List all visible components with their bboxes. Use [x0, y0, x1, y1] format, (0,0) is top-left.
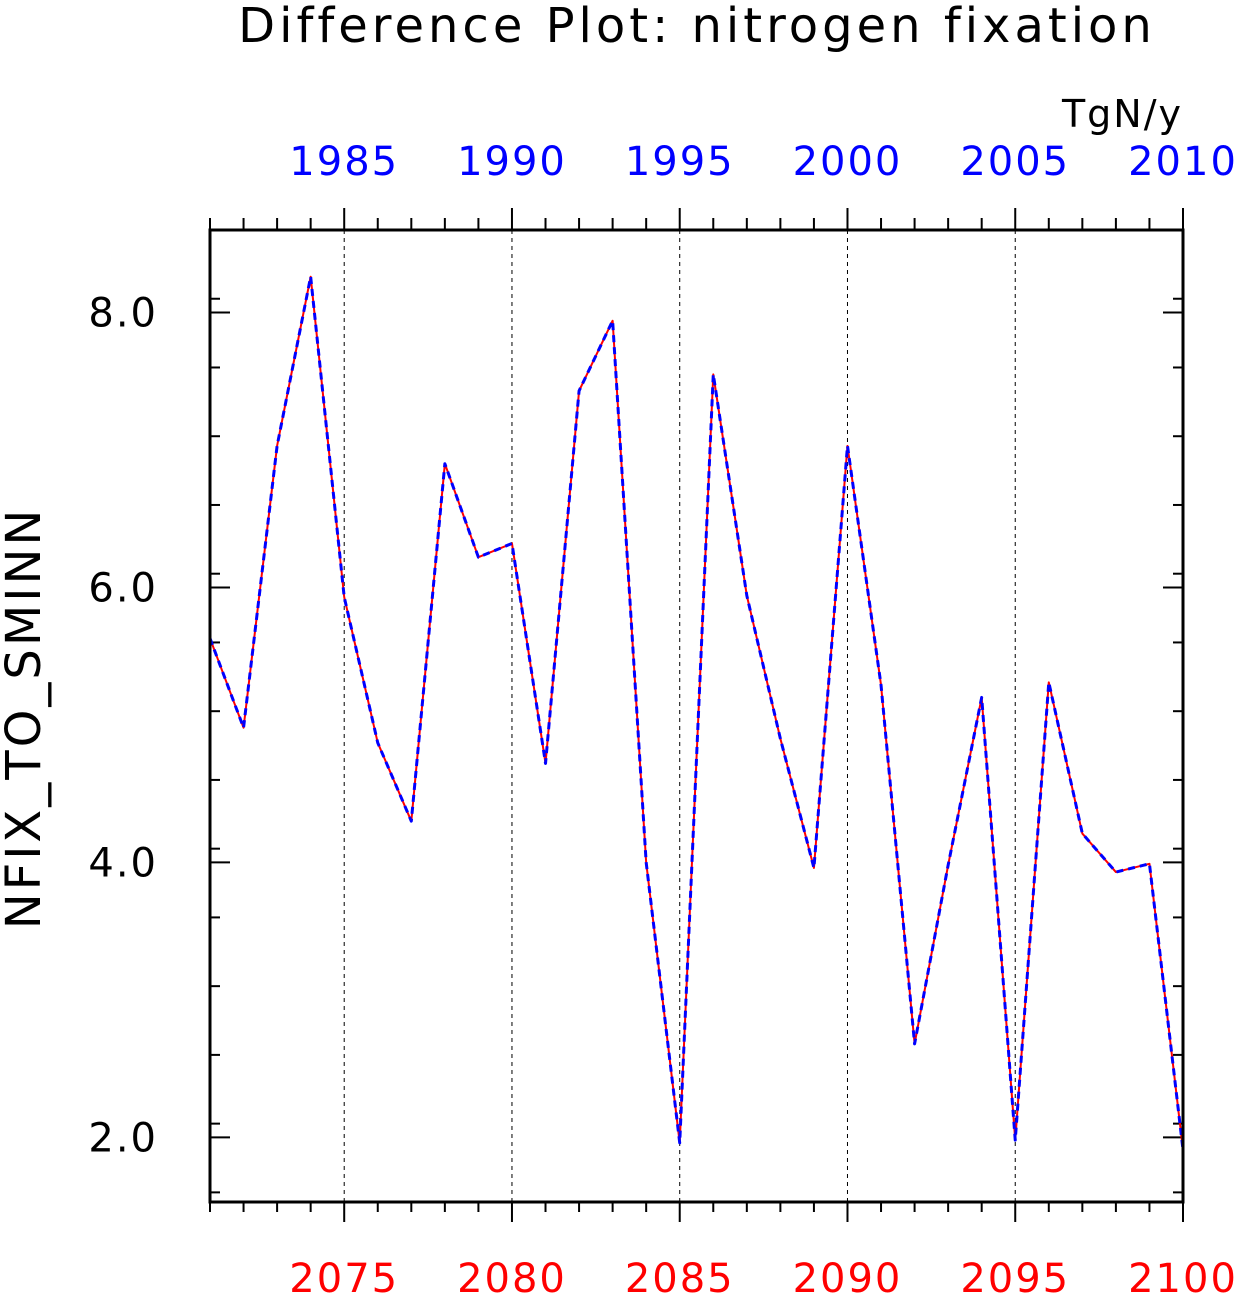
x-bottom-tick-label: 2085 — [625, 1256, 735, 1293]
tick-labels: 2.0 4.0 6.0 8.0 2075 2080 2085 2090 2095 2100 1985… — [88, 139, 1238, 1293]
x-bottom-tick-label: 2095 — [960, 1256, 1070, 1293]
x-top-tick-label: 2010 — [1128, 139, 1238, 185]
x-top-tick-label: 2005 — [960, 139, 1070, 185]
y-axis-label: NFIX_TO_SMINN — [0, 507, 52, 930]
x-bottom-tick-label: 2100 — [1128, 1256, 1238, 1293]
y-tick-label: 2.0 — [88, 1115, 158, 1161]
x-bottom-tick-label: 2090 — [793, 1256, 903, 1293]
y-tick-label: 8.0 — [88, 290, 158, 336]
series-line-blue-dashed — [208, 275, 1185, 1150]
series-line-red-solid — [209, 275, 1184, 1150]
x-top-tick-label: 2000 — [793, 139, 903, 185]
x-top-tick-label: 1985 — [289, 139, 399, 185]
axis-ticks — [209, 208, 1184, 1222]
units-label: TgN/y — [1061, 92, 1183, 136]
series-lines — [208, 275, 1185, 1150]
plot-frame — [208, 228, 1185, 1204]
grid-lines — [343, 230, 1016, 1202]
chart-title: Difference Plot: nitrogen fixation — [238, 0, 1156, 54]
x-top-tick-label: 1995 — [625, 139, 735, 185]
y-tick-label: 6.0 — [88, 565, 158, 611]
x-top-tick-label: 1990 — [457, 139, 567, 185]
x-bottom-tick-label: 2075 — [289, 1256, 399, 1293]
x-bottom-tick-label: 2080 — [457, 1256, 567, 1293]
y-tick-label: 4.0 — [88, 840, 158, 886]
